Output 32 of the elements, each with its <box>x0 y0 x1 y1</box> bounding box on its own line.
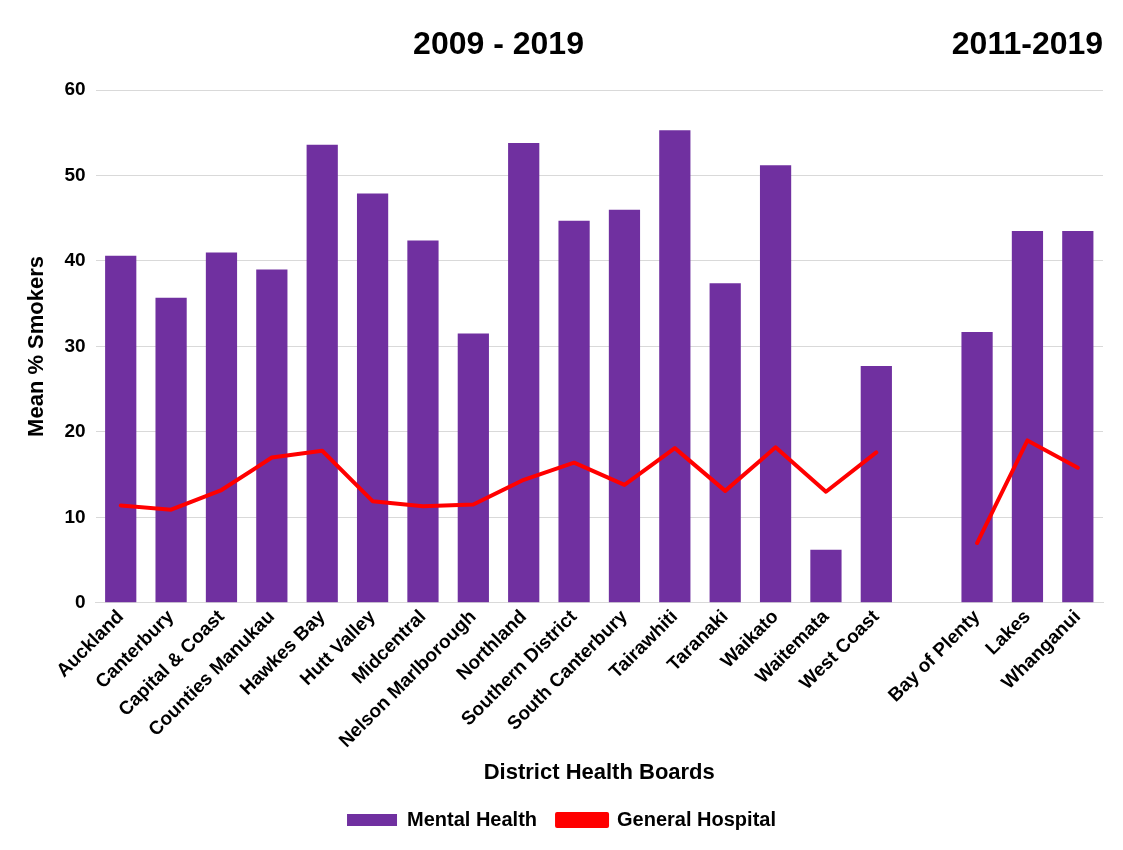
bar <box>709 283 741 603</box>
legend-label: General Hospital <box>617 807 776 830</box>
bar <box>608 209 641 603</box>
y-tick-label: 20 <box>64 420 86 442</box>
y-tick-label: 60 <box>64 78 86 100</box>
x-axis-title: District Health Boards <box>483 758 715 784</box>
bar <box>659 130 691 603</box>
y-tick-label: 30 <box>64 334 86 356</box>
y-axis-title: Mean % Smokers <box>23 255 49 437</box>
bar <box>1011 231 1044 603</box>
bar <box>306 144 338 603</box>
bar <box>356 193 389 603</box>
bar <box>105 255 137 603</box>
text: 2009 - 2019 <box>413 24 584 61</box>
bar <box>205 252 238 603</box>
bar <box>155 297 187 603</box>
bar <box>508 143 540 603</box>
text: 2011-2019 <box>951 24 1104 61</box>
legend-label: Mental Health <box>407 807 538 830</box>
y-tick-label: 40 <box>64 249 86 271</box>
bar <box>558 220 590 603</box>
bar <box>256 269 288 603</box>
bar <box>961 331 993 603</box>
bar <box>1062 231 1094 603</box>
bar <box>759 165 792 603</box>
bar <box>407 240 439 603</box>
bar <box>457 333 489 603</box>
y-tick-label: 0 <box>74 591 86 613</box>
y-tick-label: 10 <box>64 505 86 527</box>
bar <box>810 549 842 603</box>
y-tick-label: 50 <box>64 163 86 185</box>
bar <box>860 366 892 603</box>
